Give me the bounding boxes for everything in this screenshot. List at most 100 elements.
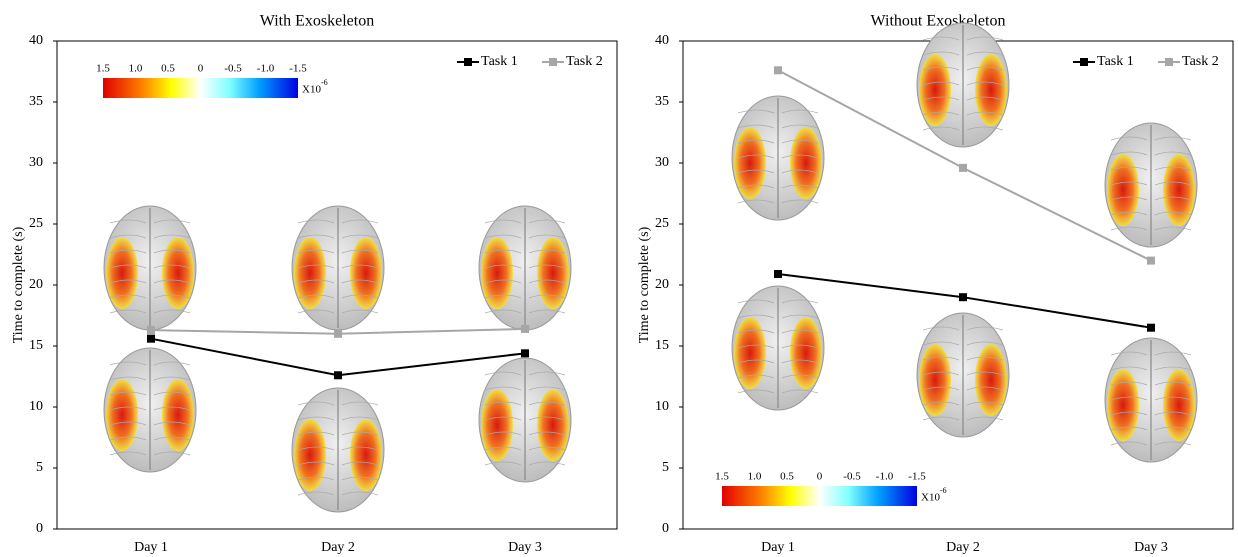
brain-activation — [734, 317, 766, 389]
colorbar-unit: X10 — [921, 492, 940, 504]
colorbar-label: 0 — [198, 63, 204, 75]
colorbar-unit: X10 — [302, 84, 321, 96]
brain-activation — [975, 344, 1007, 416]
legend-label: Task 1 — [481, 54, 518, 69]
brain-image — [917, 23, 1009, 147]
brain-image — [292, 206, 384, 330]
brain-activation — [919, 344, 951, 416]
y-tick-label: 20 — [655, 277, 669, 292]
colorbar-label: 1.0 — [748, 471, 762, 483]
x-tick-label: Day 2 — [321, 540, 355, 555]
brain-image — [732, 286, 824, 410]
brain-image — [479, 358, 571, 482]
colorbar-label: -0.5 — [224, 63, 242, 75]
data-point — [521, 349, 529, 357]
y-tick-label: 15 — [655, 338, 669, 353]
x-tick-label: Day 3 — [508, 540, 542, 555]
colorbar-label: -1.0 — [257, 63, 275, 75]
data-point — [521, 325, 529, 333]
brain-image — [917, 313, 1009, 437]
colorbar-exponent: -6 — [940, 486, 947, 495]
legend-marker — [549, 58, 557, 66]
data-point — [147, 326, 155, 334]
data-point — [1147, 324, 1155, 332]
colorbar-label: 1.0 — [129, 63, 143, 75]
brain-image — [732, 96, 824, 220]
legend-marker — [464, 58, 472, 66]
brain-activation — [1163, 154, 1195, 226]
legend-label: Task 2 — [1182, 54, 1219, 69]
brain-image — [104, 348, 196, 472]
colorbar-label: 0.5 — [161, 63, 175, 75]
data-point — [774, 66, 782, 74]
y-tick-label: 5 — [36, 460, 43, 475]
data-point — [334, 371, 342, 379]
colorbar-label: -1.5 — [908, 471, 926, 483]
chart-title: With Exoskeleton — [260, 13, 374, 30]
y-tick-label: 15 — [29, 338, 43, 353]
colorbar-label: -1.0 — [876, 471, 894, 483]
colorbar-exponent: -6 — [321, 78, 328, 87]
brain-activation — [1107, 369, 1139, 441]
brain-activation — [537, 237, 569, 309]
chart-title: Without Exoskeleton — [871, 13, 1006, 30]
brain-activation — [162, 237, 194, 309]
brain-activation — [294, 237, 326, 309]
brain-image — [292, 388, 384, 512]
x-tick-label: Day 1 — [761, 540, 795, 555]
data-point — [1147, 257, 1155, 265]
brain-activation — [790, 317, 822, 389]
brain-activation — [790, 127, 822, 199]
brain-activation — [481, 389, 513, 461]
data-point — [959, 164, 967, 172]
brain-activation — [975, 54, 1007, 126]
brain-activation — [106, 237, 138, 309]
brain-activation — [350, 419, 382, 491]
brain-activation — [537, 389, 569, 461]
brain-activation — [481, 237, 513, 309]
data-point — [334, 330, 342, 338]
series-line — [151, 339, 525, 376]
y-tick-label: 30 — [29, 155, 43, 170]
y-tick-label: 0 — [662, 521, 669, 536]
data-point — [147, 335, 155, 343]
y-tick-label: 25 — [655, 216, 669, 231]
x-tick-label: Day 3 — [1134, 540, 1168, 555]
colorbar-label: -0.5 — [843, 471, 861, 483]
x-tick-label: Day 2 — [946, 540, 980, 555]
colorbar-label: -1.5 — [289, 63, 307, 75]
y-tick-label: 30 — [655, 155, 669, 170]
colorbar — [103, 78, 298, 98]
figure: With Exoskeleton Time to complete (s) 0 5 10… — [0, 0, 1238, 557]
brain-activation — [734, 127, 766, 199]
y-tick-label: 10 — [655, 399, 669, 414]
brain-image — [1105, 338, 1197, 462]
colorbar-label: 1.5 — [96, 63, 110, 75]
legend-label: Task 1 — [1097, 54, 1134, 69]
brain-activation — [1107, 154, 1139, 226]
x-tick-label: Day 1 — [134, 540, 168, 555]
colorbar-label: 0.5 — [780, 471, 794, 483]
colorbar-label: 1.5 — [715, 471, 729, 483]
y-axis-label: Time to complete (s) — [11, 226, 26, 343]
data-point — [774, 270, 782, 278]
colorbar — [722, 486, 917, 506]
brain-activation — [350, 237, 382, 309]
y-tick-label: 35 — [29, 94, 43, 109]
y-tick-label: 40 — [655, 33, 669, 48]
y-tick-label: 25 — [29, 216, 43, 231]
y-tick-label: 35 — [655, 94, 669, 109]
brain-activation — [1163, 369, 1195, 441]
brain-activation — [294, 419, 326, 491]
brain-image — [104, 206, 196, 330]
y-tick-label: 0 — [36, 521, 43, 536]
brain-activation — [919, 54, 951, 126]
brain-activation — [162, 379, 194, 451]
brain-image — [1105, 123, 1197, 247]
y-tick-label: 5 — [662, 460, 669, 475]
legend-marker — [1165, 58, 1173, 66]
colorbar-label: 0 — [817, 471, 823, 483]
legend-marker — [1080, 58, 1088, 66]
y-tick-label: 10 — [29, 399, 43, 414]
brain-image — [479, 206, 571, 330]
